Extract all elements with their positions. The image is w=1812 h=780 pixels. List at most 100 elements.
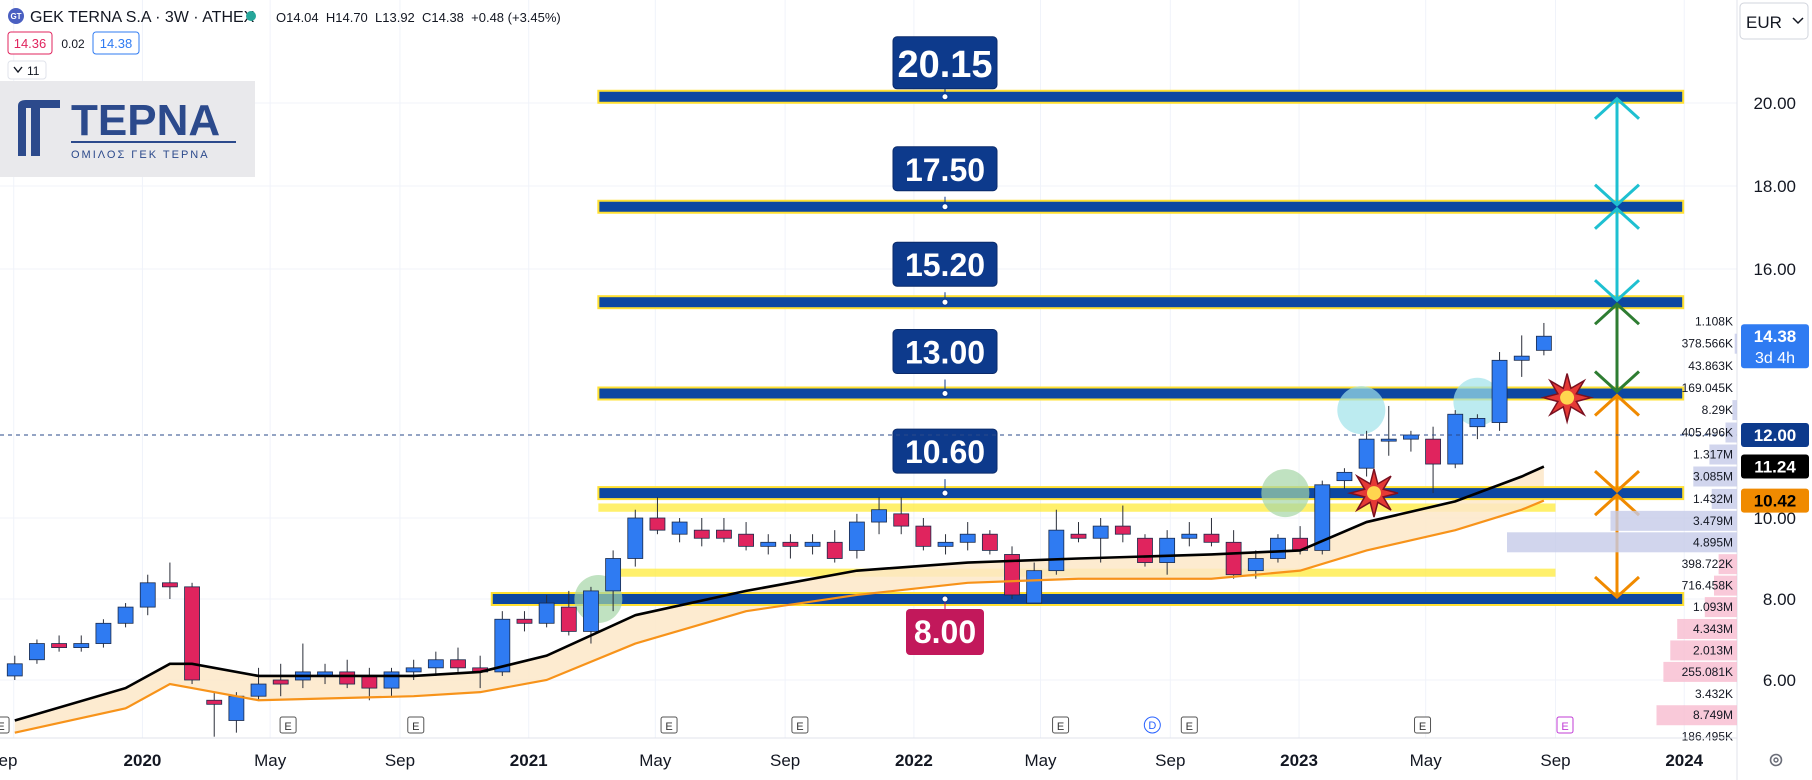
spread-value: 0.02 (61, 37, 85, 51)
indicators-count: 11 (27, 64, 40, 78)
level-label-text: 20.15 (897, 44, 992, 86)
level-label-box (892, 241, 998, 287)
price-tick-label: 10.00 (1753, 509, 1796, 528)
earnings-marker: E (1414, 716, 1432, 734)
earnings-marker-box (1052, 716, 1070, 734)
candle-body (782, 541, 799, 547)
price-axis-tag-box (1741, 324, 1809, 369)
level-labels: 20.15 17.50 15.20 13.00 10.60 8.00 (892, 36, 998, 655)
candle-body (1048, 529, 1065, 572)
earnings-marker-letter: E (1186, 721, 1193, 733)
logo-subtitle: ΟΜΙΛΟΣ ΓΕΚ ΤΕΡΝΑ (71, 149, 210, 161)
level-line (597, 295, 1685, 310)
candle-body (494, 618, 511, 673)
future-earnings-letter: E (1561, 721, 1568, 733)
price-axis[interactable]: 6.00 8.00 10.00 16.00 18.00 20.00 (1753, 94, 1796, 690)
time-tick-label: May (1410, 751, 1443, 770)
level-label: 13.00 (892, 329, 998, 397)
moving-averages (14, 465, 1545, 734)
candle (73, 635, 90, 652)
candle-body (339, 671, 356, 685)
price-axis-tag-text: 10.42 (1754, 492, 1797, 511)
candles (6, 322, 1552, 737)
volume-profile-label: 405.496K (1682, 426, 1733, 440)
dividend-marker: D (1143, 716, 1161, 734)
gear-icon[interactable] (1769, 753, 1783, 767)
candle-body (649, 517, 666, 531)
candle-body (826, 541, 843, 559)
candle (1469, 414, 1486, 440)
price-axis-tag: 11.24 (1741, 454, 1809, 479)
candle (1491, 352, 1508, 431)
currency-selector[interactable]: EUR (1739, 2, 1809, 40)
candle-body (1004, 554, 1020, 596)
candle (560, 590, 577, 636)
candle (29, 639, 45, 664)
volume-profile-row: 3.085M (1693, 466, 1737, 487)
candle (627, 509, 644, 567)
volume-profile-label: 3.432K (1695, 687, 1733, 701)
volume-profile-bar (1663, 661, 1737, 682)
indicators-toggle[interactable] (7, 60, 47, 80)
candle-body (162, 582, 178, 588)
candle-body (937, 541, 954, 547)
candle (250, 667, 267, 701)
earnings-marker-letter: E (284, 721, 291, 733)
target-arrow (1593, 206, 1641, 303)
candle (1425, 426, 1441, 494)
candle-body (361, 675, 378, 689)
bid-button[interactable] (7, 31, 53, 55)
level-anchor (941, 93, 949, 101)
candle-body (250, 683, 267, 697)
candle (206, 692, 223, 737)
target-arrow-head-up (1593, 206, 1641, 230)
target-arrow-head-down (1593, 469, 1641, 494)
candle (915, 518, 932, 551)
volume-profile-row: 1.432M (1693, 488, 1737, 509)
candle (494, 611, 511, 676)
price-axis-tag-box (1741, 488, 1809, 513)
time-axis[interactable]: ep 2020 May Sep 2021 May Sep 2022 May Sep 2023 May S… (0, 751, 1704, 770)
earnings-marker-box (1180, 716, 1198, 734)
time-tick-label: 2021 (510, 751, 548, 770)
chart-header: GT GEK TERNA S.A · 3W · ATHEX O14.04 H14… (7, 8, 561, 80)
candle-body (272, 679, 289, 685)
time-tick-label: May (639, 751, 672, 770)
price-axis-tag-box (1741, 454, 1809, 479)
price-levels (490, 89, 1685, 606)
earnings-marker-letter: E (1419, 721, 1426, 733)
candle (1336, 468, 1353, 489)
volume-profile-bar (1656, 705, 1737, 726)
ask-button[interactable] (92, 31, 140, 55)
future-earnings-box (1556, 716, 1574, 734)
candle-body (95, 622, 112, 644)
company-logo: TEPNA ΟΜΙΛΟΣ ΓΕΚ ΤΕΡΝΑ (0, 81, 255, 177)
volume-profile-row: 405.496K (1682, 422, 1737, 443)
volume-profile-label: 255.081K (1682, 665, 1733, 679)
candle (1114, 505, 1131, 543)
volume-profile-row: 3.432K (1695, 687, 1733, 701)
earnings-marker-letter: E (796, 721, 803, 733)
earnings-marker: E (279, 716, 297, 734)
candle (804, 534, 821, 555)
candle (1203, 518, 1220, 547)
price-axis-tag-text: 14.38 (1754, 327, 1797, 346)
price-axis-tag: 12.00 (1741, 423, 1809, 447)
time-tick-label: Sep (385, 751, 415, 770)
level-label: 10.60 (892, 428, 998, 497)
symbol-title[interactable]: GEK TERNA S.A · 3W · ATHEX (30, 9, 255, 26)
volume-profile-bar (1709, 444, 1737, 465)
market-open-indicator (246, 11, 256, 21)
candle (139, 574, 156, 616)
volume-profile: 1.108K 378.566K 43.863K 169.045K 8.29K 405.49… (1507, 315, 1737, 744)
level-label-text: 15.20 (905, 247, 985, 283)
price-tick-label: 20.00 (1753, 94, 1796, 113)
candle (1070, 522, 1087, 543)
time-tick-label: May (1024, 751, 1057, 770)
future-earnings-marker: E (1556, 716, 1574, 734)
candle (95, 619, 112, 648)
volume-profile-label: 716.458K (1682, 579, 1733, 593)
support-zone (598, 503, 1556, 512)
candle-body (1203, 533, 1220, 543)
